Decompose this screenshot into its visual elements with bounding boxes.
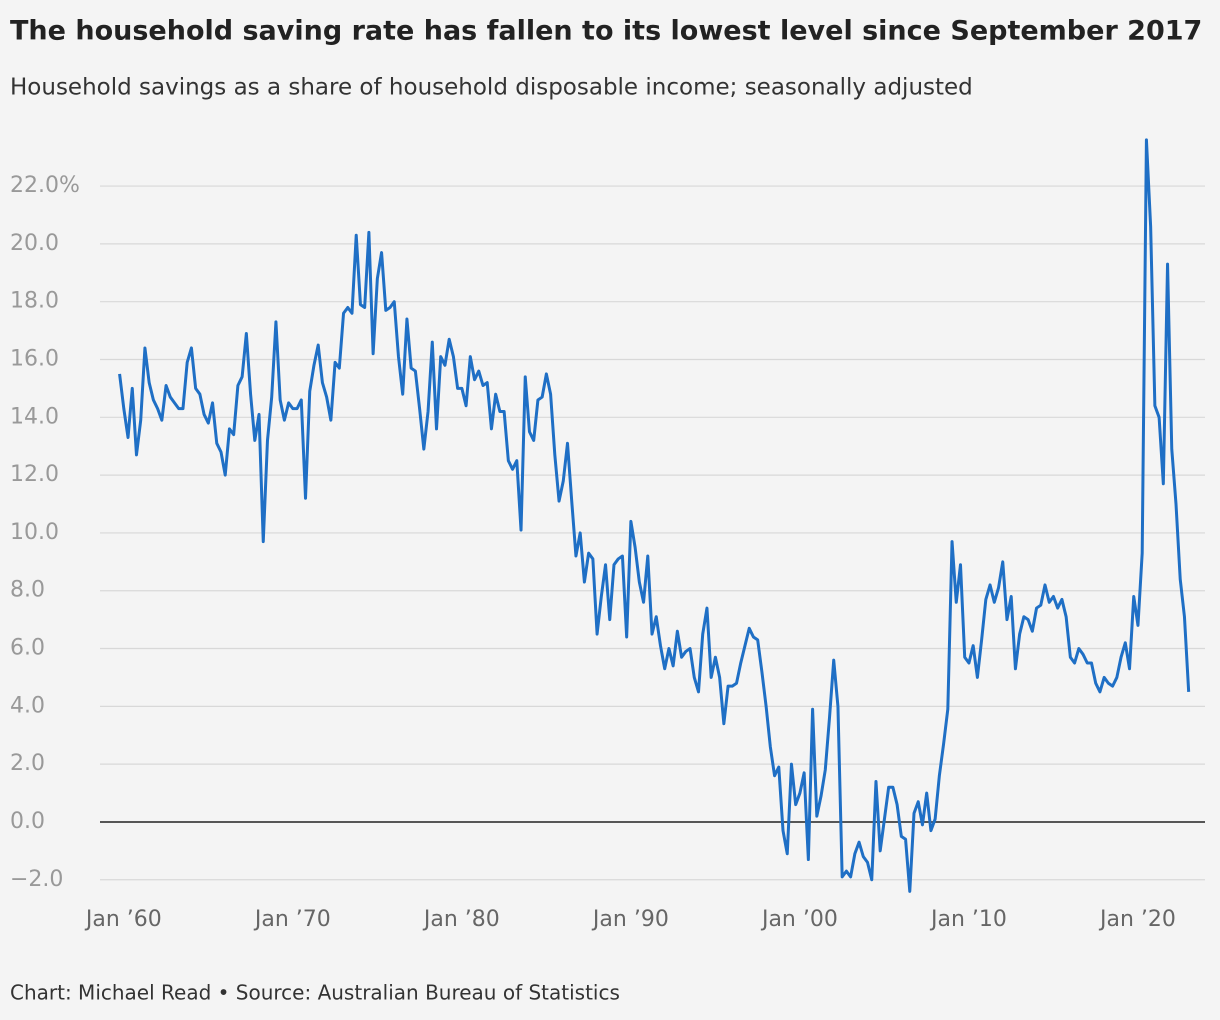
y-tick-label: 2.0: [10, 751, 45, 776]
y-tick-label: 22.0%: [10, 173, 80, 198]
chart-source: Chart: Michael Read • Source: Australian…: [10, 981, 620, 1005]
y-tick-label: 18.0: [10, 289, 59, 314]
x-tick-label: Jan ’00: [760, 907, 838, 932]
y-tick-label: 6.0: [10, 636, 45, 661]
y-tick-label: 12.0: [10, 462, 59, 487]
x-tick-label: Jan ’20: [1098, 907, 1176, 932]
chart-subtitle: Household savings as a share of househol…: [10, 75, 973, 101]
x-tick-label: Jan ’70: [253, 907, 331, 932]
y-tick-label: 8.0: [10, 578, 45, 603]
x-tick-label: Jan ’80: [422, 907, 500, 932]
y-tick-label: 16.0: [10, 346, 59, 371]
x-tick-label: Jan ’90: [591, 907, 669, 932]
x-tick-label: Jan ’10: [929, 907, 1007, 932]
chart-title: The household saving rate has fallen to …: [10, 16, 1202, 47]
y-tick-label: 20.0: [10, 231, 59, 256]
y-tick-label: 4.0: [10, 693, 45, 718]
y-tick-label: −2.0: [10, 867, 63, 892]
data-line: [118, 138, 1191, 893]
y-tick-label: 14.0: [10, 404, 59, 429]
y-tick-label: 0.0: [10, 809, 45, 834]
y-tick-label: 10.0: [10, 520, 59, 545]
x-tick-label: Jan ’60: [84, 907, 162, 932]
